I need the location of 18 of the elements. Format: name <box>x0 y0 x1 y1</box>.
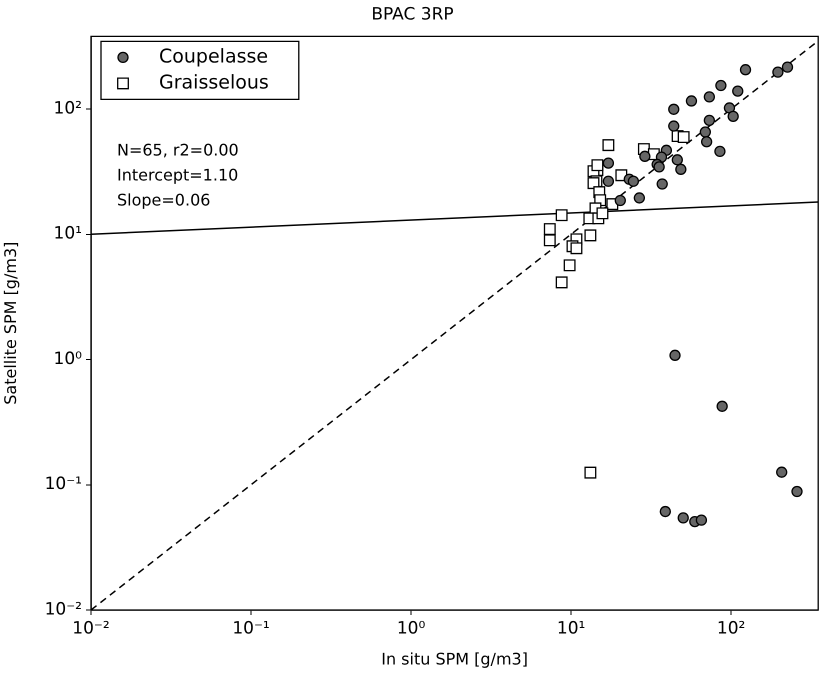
x-tick-label: 10⁻¹ <box>232 618 270 639</box>
legend-label: Coupelasse <box>159 45 268 68</box>
y-tick-label: 10⁻² <box>44 599 82 620</box>
x-tick-label: 10⁰ <box>396 618 426 639</box>
annotation: Intercept=1.10 <box>117 166 238 185</box>
y-tick-label: 10⁻¹ <box>44 474 82 494</box>
legend-label: Graisselous <box>159 71 269 94</box>
x-tick-label: 10⁻² <box>72 618 110 639</box>
chart-title: BPAC 3RP <box>371 4 454 25</box>
annotation: N=65, r2=0.00 <box>117 140 239 160</box>
y-tick-label: 10¹ <box>54 224 82 244</box>
x-tick-label: 10¹ <box>556 618 586 639</box>
y-tick-label: 10² <box>54 98 82 118</box>
y-tick-label: 10⁰ <box>54 348 82 369</box>
annotation: Slope=0.06 <box>117 190 210 210</box>
x-tick-label: 10² <box>716 618 746 639</box>
x-axis-title: In situ SPM [g/m3] <box>381 650 528 669</box>
y-axis-title: Satellite SPM [g/m3] <box>0 242 20 405</box>
